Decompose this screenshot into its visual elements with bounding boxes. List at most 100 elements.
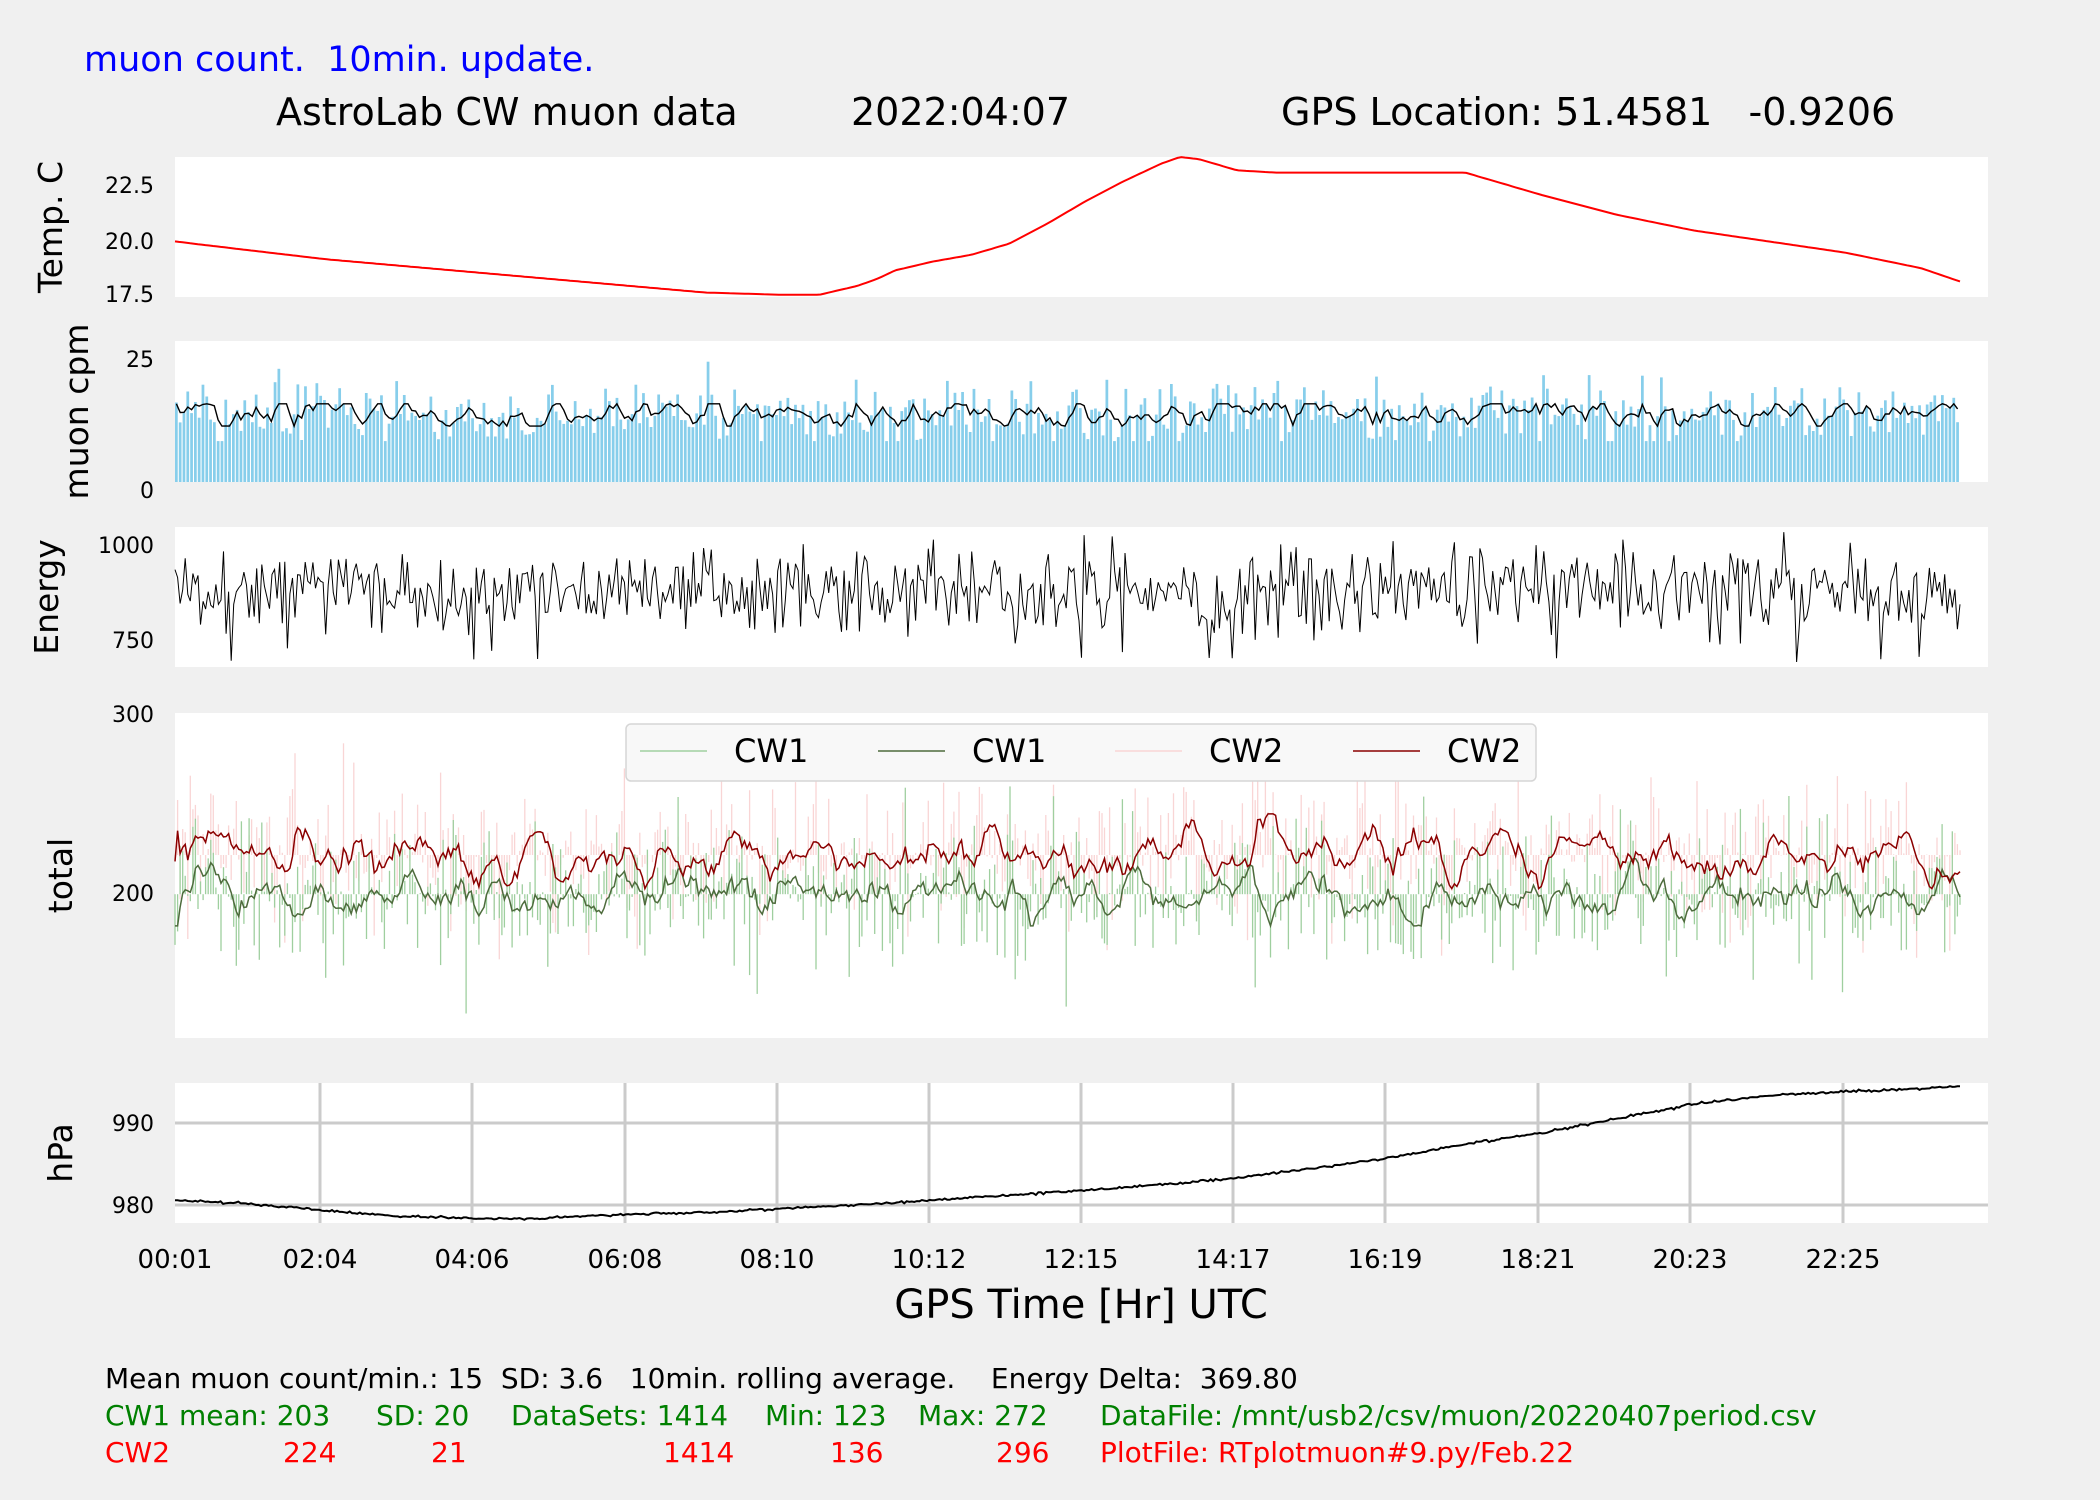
muon-bar (744, 405, 748, 482)
muon-bar (1781, 426, 1785, 482)
muon-bar (547, 394, 550, 482)
plot-file: PlotFile: RTplotmuon#9.py/Feb.22 (1100, 1436, 1575, 1469)
muon-bar (581, 426, 585, 482)
muon-bar (801, 404, 805, 482)
muon-bar (1808, 425, 1811, 482)
muon-bar (828, 434, 831, 482)
muon-bar (254, 394, 258, 482)
muon-bar (452, 422, 455, 482)
muon-bar (1170, 384, 1173, 482)
muon-bar (1470, 397, 1473, 482)
muon-bar (623, 429, 626, 482)
muon-bar (1382, 399, 1386, 482)
muon-bar (277, 368, 281, 482)
muon-bar (1295, 399, 1299, 482)
muon-bar (1789, 405, 1792, 482)
muon-bar (1040, 424, 1044, 482)
muon-bar (1686, 420, 1690, 482)
muon-bar (1432, 430, 1435, 482)
temp-panel (175, 157, 1988, 297)
muon-bar (851, 420, 854, 482)
muon-bar (292, 414, 296, 482)
muon-bar (387, 423, 391, 482)
muon-bar (1925, 404, 1929, 482)
muon-bar (1675, 435, 1678, 482)
muon-bar (1310, 419, 1314, 482)
muon-bar (326, 427, 330, 482)
muon-bar (1735, 441, 1739, 482)
muon-bar (965, 424, 968, 482)
x-tick-label: 20:23 (1653, 1245, 1728, 1275)
muon-bar (889, 406, 892, 482)
muon-bar (1572, 413, 1576, 482)
muon-bar (1739, 435, 1743, 482)
muon-bar (1261, 399, 1264, 482)
muon-bar (596, 415, 600, 482)
muon-bar (213, 422, 216, 482)
muon-bar (1363, 398, 1367, 482)
muon-bar (702, 424, 706, 482)
muon-bar (1511, 398, 1515, 482)
muon-bar (429, 396, 433, 482)
muon-bar (1291, 420, 1295, 482)
muon-bar (854, 379, 858, 482)
muon-bar (778, 400, 782, 482)
muon-bar (1101, 435, 1105, 482)
x-tick-label: 14:17 (1196, 1245, 1271, 1275)
muon-bar (1447, 421, 1451, 482)
muon-bar (232, 414, 235, 482)
muon-bar (1944, 408, 1948, 482)
muon-bar (714, 415, 718, 482)
muon-bar (1109, 419, 1113, 482)
muon-bar (281, 431, 285, 482)
muon-bar (475, 431, 478, 482)
muon-bar (273, 382, 277, 482)
muon-bar (1625, 424, 1629, 482)
x-tick-label: 22:25 (1806, 1245, 1881, 1275)
muon-bar (653, 415, 657, 482)
muon-bar (247, 412, 250, 482)
muon-bar (224, 399, 228, 482)
muon-bar (1014, 399, 1018, 482)
temperature-line (174, 156, 1961, 296)
muon-bar (505, 438, 509, 482)
muon-bar (721, 417, 725, 482)
muon-bar (391, 416, 395, 482)
muon-bar (1151, 435, 1154, 482)
muon-bar (737, 405, 740, 482)
muon-bar (1405, 420, 1409, 482)
muon-bar (1948, 407, 1952, 482)
muon-bar (1515, 406, 1519, 482)
legend-label: CW1 (734, 732, 808, 770)
muon-bar (1477, 405, 1481, 482)
muon-bar (1139, 404, 1143, 482)
muon-bar (927, 410, 930, 482)
muon-bar (1899, 414, 1902, 482)
muon-bar (175, 402, 178, 482)
energy-line (174, 532, 1961, 663)
muon-bar (1576, 424, 1580, 482)
muon-bar (1720, 434, 1724, 482)
cw1-mean: CW1 mean: 203 (105, 1399, 331, 1432)
muon-bar (1637, 409, 1640, 482)
muon-bar (1549, 424, 1553, 482)
muon-bar (1211, 388, 1215, 482)
muon-bar (1116, 437, 1120, 482)
muon-bar (1287, 432, 1291, 482)
muon-bar (953, 392, 957, 482)
cw1-min: Min: 123 (765, 1399, 887, 1432)
muon-bar (1652, 441, 1656, 482)
muon-bar (908, 400, 911, 482)
muon-bar (600, 417, 604, 482)
muon-bar (194, 402, 197, 482)
muon-bar (809, 411, 812, 482)
muon-bar (911, 399, 915, 482)
muon-bar (1481, 395, 1485, 482)
x-tick-label: 16:19 (1348, 1245, 1423, 1275)
x-tick-label: 12:15 (1044, 1245, 1119, 1275)
muon-bar (1716, 403, 1720, 482)
muon-bar (1276, 380, 1280, 482)
muon-bar (1754, 427, 1758, 482)
muon-bar (592, 432, 596, 482)
